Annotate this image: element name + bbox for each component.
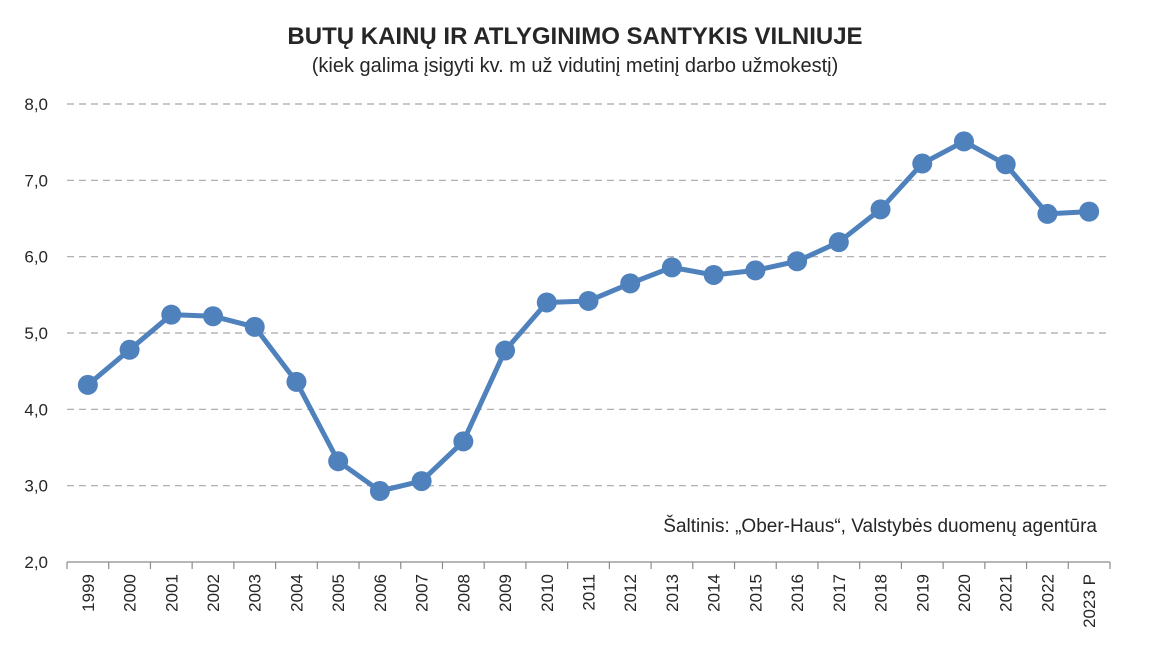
x-tick-label: 2008 bbox=[454, 574, 473, 612]
data-point bbox=[161, 304, 182, 325]
data-point bbox=[995, 154, 1016, 175]
data-point bbox=[495, 340, 516, 361]
data-point bbox=[1079, 201, 1100, 222]
y-tick-label: 7,0 bbox=[24, 171, 48, 190]
y-tick-label: 3,0 bbox=[24, 477, 48, 496]
data-point bbox=[661, 257, 682, 278]
x-axis-tick-labels: 1999 2000 2001 2002 2003 2004 2005 2006 2007 2008… bbox=[66, 562, 1111, 628]
y-tick-label: 4,0 bbox=[24, 400, 48, 419]
x-tick-label: 2019 bbox=[913, 574, 932, 612]
x-tick-label: 2011 bbox=[580, 574, 599, 611]
x-tick-label: 2014 bbox=[705, 574, 724, 612]
data-point bbox=[620, 273, 641, 294]
y-tick-label: 2,0 bbox=[24, 553, 48, 572]
x-tick-label: 2021 bbox=[997, 574, 1016, 612]
data-point bbox=[328, 451, 349, 472]
y-axis-tick-labels: 2,0 3,0 4,0 5,0 6,0 7,0 8,0 bbox=[24, 95, 48, 572]
x-tick-label: 2017 bbox=[830, 574, 849, 612]
data-point bbox=[369, 481, 390, 502]
x-tick-label: 2015 bbox=[746, 574, 765, 612]
data-point bbox=[745, 260, 766, 281]
source-note: Šaltinis: „Ober-Haus“, Valstybės duomenų… bbox=[663, 515, 1097, 537]
data-point bbox=[1037, 203, 1058, 224]
data-point bbox=[244, 316, 265, 337]
data-point bbox=[536, 292, 557, 313]
x-tick-label: 2006 bbox=[371, 574, 390, 612]
x-tick-label: 2001 bbox=[162, 574, 181, 612]
x-tick-label: 2013 bbox=[663, 574, 682, 612]
data-point bbox=[203, 306, 224, 327]
gridlines bbox=[67, 103, 1110, 487]
x-tick-label: 2000 bbox=[121, 574, 140, 612]
y-tick-label: 6,0 bbox=[24, 248, 48, 267]
x-tick-label: 2016 bbox=[788, 574, 807, 612]
data-point bbox=[411, 471, 432, 492]
x-tick-label: 2023 P bbox=[1080, 574, 1099, 628]
series-ratio bbox=[77, 131, 1100, 502]
y-tick-label: 8,0 bbox=[24, 95, 48, 114]
x-tick-label: 2020 bbox=[955, 574, 974, 612]
x-tick-label: 2005 bbox=[329, 574, 348, 612]
x-tick-label: 2007 bbox=[413, 574, 432, 612]
x-tick-label: 2018 bbox=[872, 574, 891, 612]
data-point bbox=[119, 339, 140, 360]
series-line bbox=[85, 138, 1092, 494]
x-tick-label: 2009 bbox=[496, 574, 515, 612]
x-tick-label: 2003 bbox=[246, 574, 265, 612]
data-point bbox=[787, 251, 808, 272]
x-tick-label: 2004 bbox=[287, 574, 306, 612]
data-point bbox=[828, 232, 849, 253]
data-point bbox=[703, 264, 724, 285]
data-point bbox=[578, 290, 599, 311]
x-tick-label: 1999 bbox=[79, 574, 98, 612]
x-tick-label: 2012 bbox=[621, 574, 640, 612]
x-tick-label: 2022 bbox=[1038, 574, 1057, 612]
chart-subtitle: (kiek galima įsigyti kv. m už vidutinį m… bbox=[312, 55, 838, 77]
data-point bbox=[953, 131, 974, 152]
data-point bbox=[453, 431, 474, 452]
x-tick-label: 2010 bbox=[538, 574, 557, 612]
x-tick-label: 2002 bbox=[204, 574, 223, 612]
y-tick-label: 5,0 bbox=[24, 324, 48, 343]
chart-title: BUTŲ KAINŲ IR ATLYGINIMO SANTYKIS VILNIU… bbox=[287, 23, 862, 50]
data-point bbox=[870, 199, 891, 220]
data-point bbox=[912, 153, 933, 174]
data-point bbox=[77, 374, 98, 395]
data-point bbox=[286, 371, 307, 392]
